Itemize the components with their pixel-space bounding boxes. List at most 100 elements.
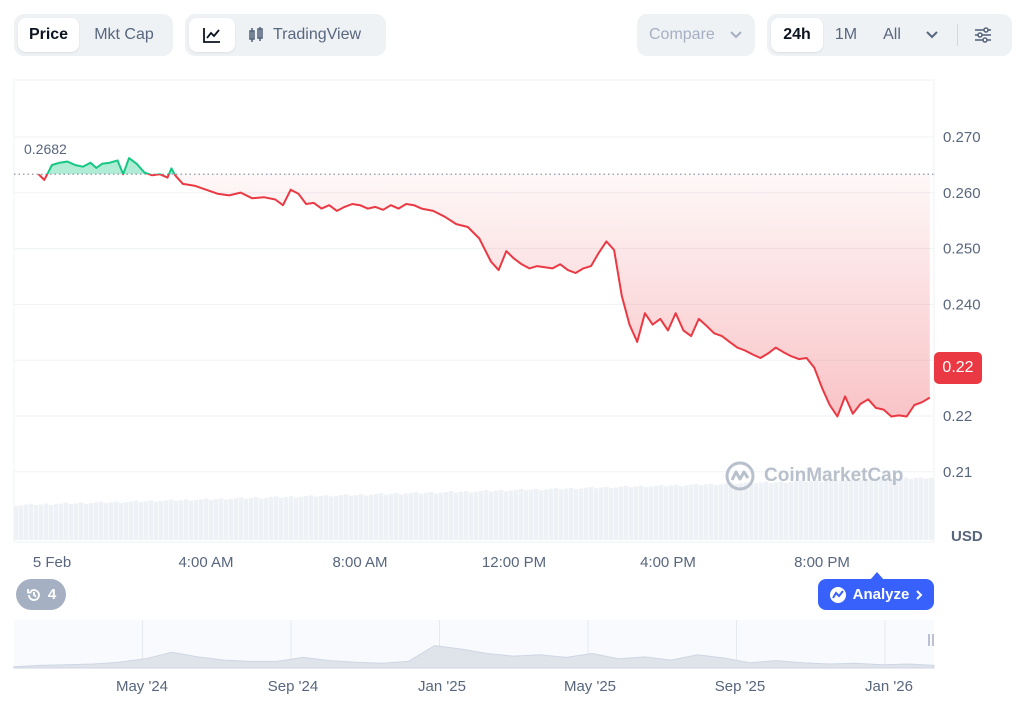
volume-bar: [144, 501, 149, 540]
range-1m-button[interactable]: 1M: [834, 26, 858, 43]
volume-bar: [594, 488, 599, 540]
volume-bar: [549, 488, 554, 540]
navigator-label: Sep '25: [715, 678, 765, 695]
volume-bar: [384, 494, 389, 540]
volume-bar: [49, 504, 54, 540]
volume-bar: [644, 487, 649, 540]
volume-bar: [884, 478, 889, 540]
price-chart[interactable]: 0.270 0.260 0.250 0.240 0.22 0.22 0.21 5 Feb 4:…: [0, 70, 1024, 570]
volume-bar: [254, 497, 259, 540]
volume-bar: [704, 484, 709, 540]
volume-bar: [329, 496, 334, 540]
volume-bar: [54, 504, 59, 540]
volume-bar: [219, 498, 224, 540]
y-tick-label: 0.250: [943, 241, 981, 258]
compare-dropdown[interactable]: Compare: [637, 14, 755, 56]
volume-bar: [99, 501, 104, 540]
volume-bar: [864, 479, 869, 540]
volume-bar: [274, 496, 279, 540]
volume-bar: [924, 478, 929, 540]
volume-bar: [494, 490, 499, 540]
volume-bar: [629, 487, 634, 540]
line-chart-button[interactable]: [189, 18, 235, 52]
volume-bar: [669, 485, 674, 540]
navigator-label: Jan '26: [865, 678, 913, 695]
analyze-pointer: [870, 572, 884, 580]
volume-bar: [404, 493, 409, 540]
volume-bar: [434, 493, 439, 540]
volume-bar: [124, 502, 129, 540]
volume-bar: [834, 479, 839, 540]
volume-bar: [59, 503, 64, 540]
volume-bar: [679, 486, 684, 540]
volume-bar: [269, 497, 274, 540]
y-tick-label: 0.260: [943, 185, 981, 202]
volume-bar: [324, 495, 329, 540]
volume-bar: [89, 503, 94, 540]
volume-bar: [764, 481, 769, 540]
volume-bar: [514, 489, 519, 540]
volume-bar: [709, 483, 714, 540]
chart-settings-button[interactable]: [966, 18, 1000, 52]
volume-bar: [769, 483, 774, 540]
volume-bar: [174, 500, 179, 540]
price-area: [38, 158, 930, 417]
volume-bar: [524, 490, 529, 540]
chart-style-toggle: TradingView: [185, 14, 386, 56]
volume-bar: [284, 497, 289, 540]
volume-bar: [464, 491, 469, 540]
tradingview-button[interactable]: TradingView: [235, 18, 373, 52]
range-all-button[interactable]: All: [883, 26, 901, 43]
price-tab[interactable]: Price: [18, 18, 79, 52]
volume-bar: [424, 492, 429, 540]
volume-bar: [39, 504, 44, 540]
volume-bar: [289, 496, 294, 540]
navigator-handle[interactable]: [928, 634, 934, 646]
volume-bar: [344, 494, 349, 540]
time-navigator[interactable]: May '24 Sep '24 Jan '25 May '25 Sep '25 Jan '…: [0, 612, 1024, 712]
volume-bar: [64, 502, 69, 540]
coinmarketcap-logo-icon: [725, 461, 755, 491]
volume-bar: [904, 477, 909, 540]
volume-bar: [104, 503, 109, 540]
volume-bar: [639, 485, 644, 540]
volume-bar: [619, 486, 624, 540]
volume-bar: [149, 500, 154, 540]
volume-bar: [734, 484, 739, 540]
volume-bar: [214, 499, 219, 540]
volume-bar: [444, 491, 449, 540]
mktcap-tab[interactable]: Mkt Cap: [94, 26, 154, 43]
volume-bar: [169, 499, 174, 540]
navigator-label: Sep '24: [268, 678, 318, 695]
x-tick-label: 5 Feb: [33, 554, 71, 570]
volume-bar: [419, 493, 424, 540]
volume-bar: [484, 490, 489, 540]
volume-bar: [624, 485, 629, 540]
range-24h-button[interactable]: 24h: [771, 18, 823, 52]
compare-label: Compare: [649, 26, 715, 43]
x-tick-label: 8:00 AM: [332, 554, 387, 570]
volume-bar: [369, 494, 374, 540]
volume-bar: [364, 495, 369, 540]
volume-bar: [19, 505, 24, 540]
volume-bar: [509, 490, 514, 540]
volume-bar: [409, 492, 414, 540]
volume-bar: [554, 488, 559, 540]
volume-bar: [24, 504, 29, 540]
history-badge[interactable]: 4: [16, 579, 66, 610]
volume-bar: [614, 487, 619, 540]
range-more-button[interactable]: [915, 18, 949, 52]
current-price-badge: 0.22: [934, 352, 982, 384]
volume-bar: [469, 492, 474, 540]
x-tick-label: 12:00 PM: [482, 554, 546, 570]
volume-bar: [894, 479, 899, 540]
volume-bar: [664, 486, 669, 540]
analyze-button[interactable]: Analyze: [818, 579, 934, 610]
volume-bar: [504, 491, 509, 540]
chevron-down-icon: [730, 31, 742, 39]
volume-bar: [234, 498, 239, 540]
volume-bar: [34, 505, 39, 540]
volume-bar: [79, 502, 84, 540]
volume-bar: [109, 502, 114, 540]
tradingview-label: TradingView: [273, 26, 362, 43]
